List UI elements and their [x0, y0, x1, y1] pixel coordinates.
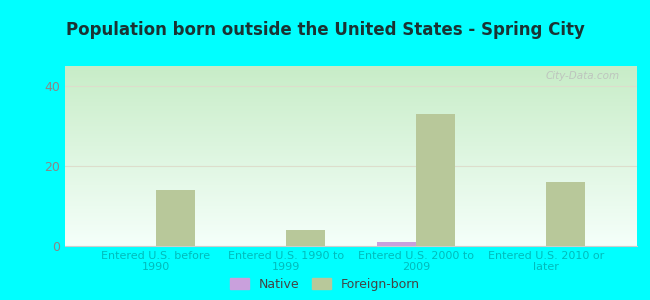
Bar	[546, 182, 585, 246]
Text: Population born outside the United States - Spring City: Population born outside the United State…	[66, 21, 584, 39]
Text: City-Data.com: City-Data.com	[546, 71, 620, 81]
Bar	[416, 114, 455, 246]
Bar	[156, 190, 195, 246]
Legend: Native, Foreign-born: Native, Foreign-born	[230, 278, 420, 291]
Bar	[286, 230, 325, 246]
Bar	[377, 242, 416, 246]
